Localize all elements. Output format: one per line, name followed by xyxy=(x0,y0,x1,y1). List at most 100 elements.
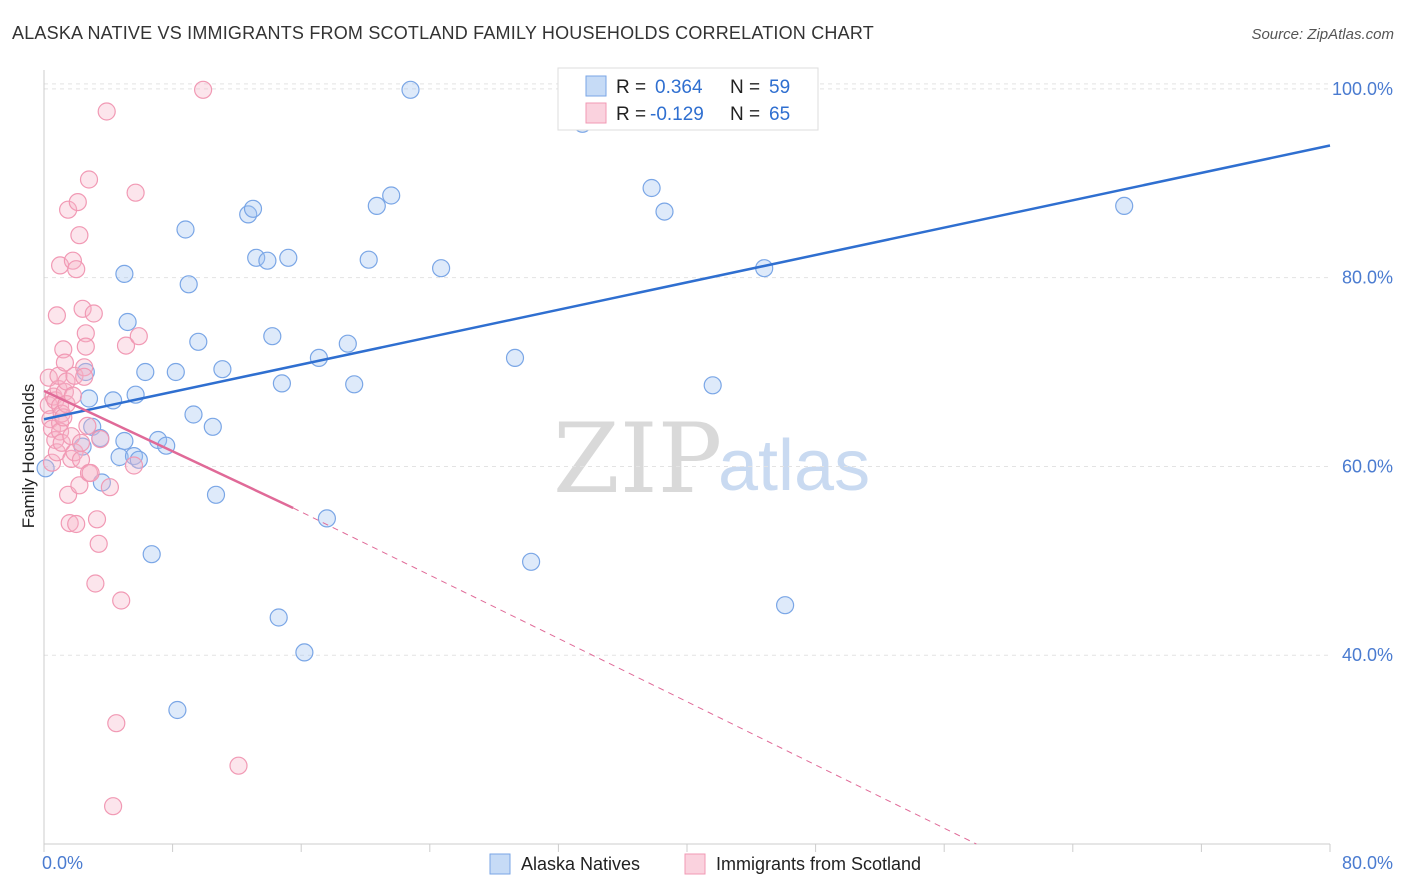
alaska-natives-point-24 xyxy=(189,332,208,351)
scotland-point-60 xyxy=(124,456,144,475)
y-tick-label-2: 80.0% xyxy=(1342,268,1393,288)
scotland-trend-line xyxy=(43,389,294,510)
alaska-natives-point-47 xyxy=(521,552,541,571)
legend-r-value-1: -0.129 xyxy=(650,104,704,125)
scotland-point-62 xyxy=(129,327,148,346)
alaska-natives-point-51 xyxy=(703,376,722,395)
series-legend-label-alaska-natives: Alaska Natives xyxy=(521,854,640,874)
alaska-natives-point-35 xyxy=(279,248,298,267)
alaska-natives-point-46 xyxy=(505,348,525,367)
scotland-point-35 xyxy=(68,193,87,212)
scotland-point-36 xyxy=(70,226,89,245)
alaska-natives-point-30 xyxy=(247,248,266,267)
alaska-natives-point-31 xyxy=(258,251,277,270)
scotland-point-63 xyxy=(194,80,213,99)
alaska-natives-point-12 xyxy=(118,312,137,332)
scotland-point-34 xyxy=(67,514,86,534)
alaska-natives-point-42 xyxy=(367,196,386,215)
scotland-point-33 xyxy=(67,260,86,279)
legend-n-value-1: 65 xyxy=(769,104,790,125)
scotland-point-8 xyxy=(47,306,67,325)
alaska-natives-point-9 xyxy=(115,431,134,451)
alaska-natives-point-14 xyxy=(129,450,148,469)
chart-title: ALASKA NATIVE VS IMMIGRANTS FROM SCOTLAN… xyxy=(12,23,874,43)
scotland-point-53 xyxy=(91,430,110,449)
scotland-point-17 xyxy=(52,433,71,452)
legend-n-value-0: 59 xyxy=(769,77,790,98)
y-tick-labels: 40.0% 60.0% 80.0% 100.0% xyxy=(1332,79,1393,665)
y-tick-label-0: 40.0% xyxy=(1342,645,1393,665)
alaska-natives-point-55 xyxy=(1115,196,1134,215)
chart-source: Source: ZipAtlas.com xyxy=(1251,26,1394,43)
alaska-natives-point-25 xyxy=(203,417,222,436)
alaska-natives-point-21 xyxy=(176,220,195,239)
scotland-point-19 xyxy=(54,340,73,359)
scotland-point-40 xyxy=(73,299,92,318)
trend-lines xyxy=(43,144,1331,845)
scotland-point-24 xyxy=(58,200,78,219)
alaska-natives-point-33 xyxy=(269,608,288,627)
scotland-point-39 xyxy=(71,450,91,469)
scotland-point-59 xyxy=(116,336,136,355)
scotland-point-42 xyxy=(75,367,94,386)
series-legend: Alaska Natives Immigrants from Scotland xyxy=(489,853,921,875)
alaska-natives-point-26 xyxy=(206,485,226,504)
alaska-natives-point-49 xyxy=(642,178,661,198)
scotland-point-58 xyxy=(112,591,131,610)
gridlines xyxy=(44,83,1330,656)
series-legend-label-immigrants-from-scotland: Immigrants from Scotland xyxy=(716,854,921,874)
scotland-point-56 xyxy=(103,797,123,816)
alaska-natives-point-22 xyxy=(179,275,198,294)
alaska-natives-point-36 xyxy=(295,643,314,662)
alaska-natives-point-41 xyxy=(359,250,378,269)
legend-n-label-1: N = xyxy=(730,104,765,125)
scotland-point-26 xyxy=(60,513,79,533)
alaska-natives-point-34 xyxy=(272,374,291,393)
alaska-natives-point-50 xyxy=(655,202,674,221)
scotland-point-64 xyxy=(229,756,248,775)
alaska-natives-point-40 xyxy=(345,375,364,394)
scotland-point-52 xyxy=(89,534,108,553)
scotland-point-55 xyxy=(100,478,120,497)
scotland-point-4 xyxy=(42,453,62,472)
alaska-natives-point-3 xyxy=(79,389,99,408)
scotland-point-49 xyxy=(84,304,103,323)
alaska-natives-point-27 xyxy=(213,360,232,379)
legend-r-label-0: R = xyxy=(616,77,651,98)
alaska-natives-point-20 xyxy=(168,700,187,720)
scotland-point-51 xyxy=(87,510,107,529)
scotland-point-45 xyxy=(78,416,97,435)
scotland-point-38 xyxy=(71,433,91,452)
scotland-point-20 xyxy=(55,353,75,372)
alaska-natives-point-29 xyxy=(243,199,263,218)
alaska-natives-point-28 xyxy=(239,205,258,224)
alaska-natives-point-54 xyxy=(775,596,795,615)
scotland-point-50 xyxy=(86,574,105,593)
watermark: ZIP atlas xyxy=(553,403,870,515)
series-legend-swatch-alaska-natives xyxy=(489,853,511,875)
scotland-point-48 xyxy=(81,463,100,483)
scotland-point-44 xyxy=(76,337,95,356)
legend-swatch-alaska-natives xyxy=(585,75,607,97)
alaska-natives-point-43 xyxy=(382,186,401,205)
alaska-natives-point-15 xyxy=(136,362,155,382)
scotland-point-15 xyxy=(50,422,70,441)
scotland-point-37 xyxy=(70,476,89,495)
alaska-natives-point-38 xyxy=(317,509,336,528)
alaska-natives-point-44 xyxy=(401,80,420,99)
legend-n-label-0: N = xyxy=(730,77,765,98)
alaska-natives-point-39 xyxy=(338,334,357,353)
alaska-natives-point-45 xyxy=(432,259,451,278)
alaska-natives-point-23 xyxy=(184,405,203,424)
alaska-natives-point-19 xyxy=(166,362,185,382)
alaska-natives-point-37 xyxy=(309,348,328,367)
scotland-point-54 xyxy=(97,102,116,121)
scotland-point-41 xyxy=(75,358,94,377)
y-tick-label-3: 100.0% xyxy=(1332,79,1393,99)
scotland-point-43 xyxy=(76,324,95,343)
watermark-zip: ZIP xyxy=(553,403,722,515)
alaska-natives-point-11 xyxy=(115,264,134,283)
legend-r-value-0: 0.364 xyxy=(655,77,703,98)
scotland-point-47 xyxy=(79,170,99,189)
